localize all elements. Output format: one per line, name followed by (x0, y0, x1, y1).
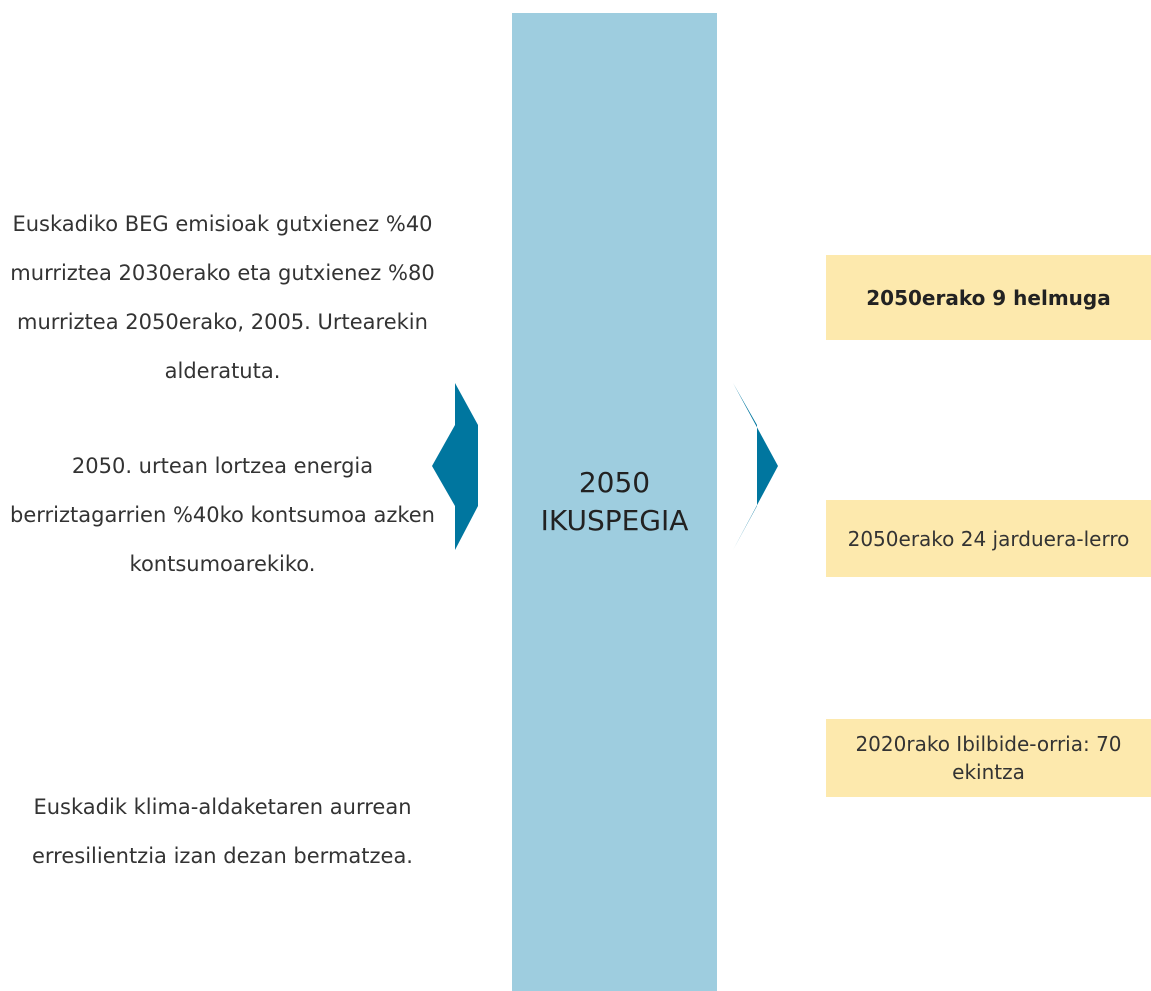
goal-text: Euskadik klima-aldaketaren aurrean erres… (32, 795, 413, 868)
box: 2020rako Ibilbide-orria: 70 ekintza (826, 719, 1151, 797)
goal-text: Euskadiko BEG emisioak gutxienez %40 mur… (10, 212, 435, 383)
box: 2050erako 24 jarduera-lerro (826, 500, 1151, 577)
center-bar (512, 13, 717, 991)
box-text: 2050erako 24 jarduera-lerro (847, 526, 1130, 551)
center-line: IKUSPEGIA (540, 504, 689, 537)
box-text: 2050erako 9 helmuga (866, 285, 1111, 310)
center-line: 2050 (578, 466, 651, 499)
box-text: 2020rako Ibilbide-orria: 70 ekintza (855, 732, 1122, 784)
box: 2050erako 9 helmuga (826, 255, 1151, 340)
right-arrow (733, 383, 778, 550)
center-title: 2050 IKUSPEGIA (512, 464, 717, 540)
left-arrow (432, 383, 478, 550)
goal-text: 2050. urtean lortzea energia berriztagar… (10, 454, 435, 576)
